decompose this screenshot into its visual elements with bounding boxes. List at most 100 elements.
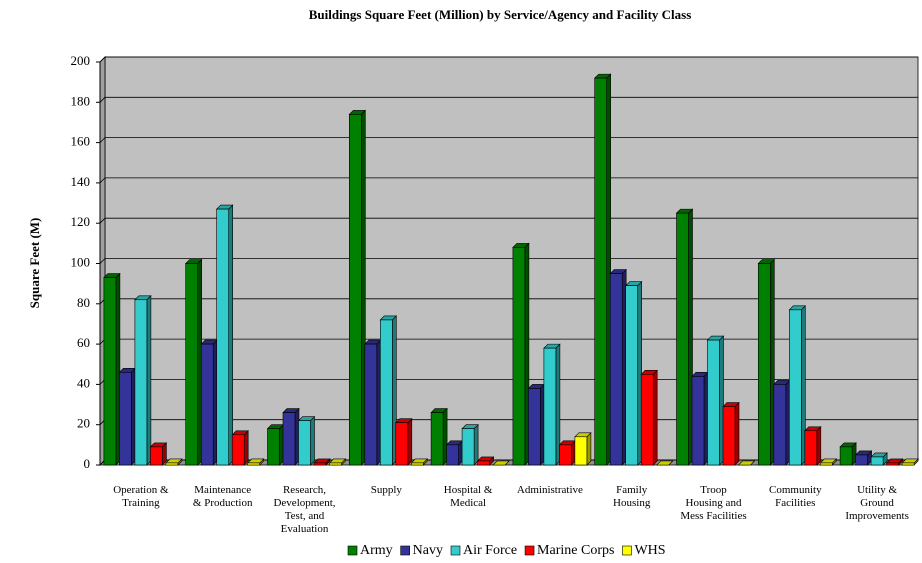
x-tick-label: Troop Housing and Mess Facilities — [680, 484, 747, 522]
bar-side — [228, 204, 233, 466]
chart-title: Buildings Square Feet (Million) by Servi… — [309, 7, 692, 22]
bar — [461, 428, 475, 466]
bar — [609, 273, 623, 466]
bar-top — [655, 460, 674, 466]
x-tick-label: Community Facilities — [769, 484, 822, 509]
bar-side — [473, 424, 479, 466]
grid-line — [99, 177, 918, 184]
bar — [200, 343, 214, 466]
bar-side — [652, 369, 658, 466]
legend-swatch — [622, 545, 632, 556]
legend-label: WHS — [634, 543, 665, 558]
bar — [855, 454, 868, 466]
bar — [231, 434, 245, 466]
grid-line — [99, 258, 918, 264]
bar — [559, 444, 572, 466]
y-axis-label: Square Feet (M) — [27, 218, 42, 309]
x-tick-label: Maintenance & Production — [192, 484, 253, 509]
y-tick-label: 60 — [77, 335, 90, 350]
bar — [788, 309, 802, 466]
legend-swatch — [347, 545, 358, 556]
bar — [119, 372, 132, 466]
bar-side — [407, 417, 413, 466]
bar-top — [737, 460, 756, 466]
y-tick-label: 40 — [77, 375, 90, 390]
bar-side — [243, 430, 249, 466]
bar — [839, 446, 853, 466]
bar — [134, 299, 148, 466]
bar — [901, 462, 915, 466]
grid-line — [99, 56, 918, 63]
legend-swatch — [400, 545, 410, 556]
bar — [282, 412, 296, 466]
bar — [512, 247, 526, 466]
bar — [625, 285, 639, 466]
x-tick-label: Hospital & Medical — [443, 484, 493, 509]
x-tick-label: Research, Development, Test, and Evaluat… — [273, 484, 336, 535]
y-tick-label: 140 — [71, 174, 91, 189]
y-tick-label: 180 — [71, 93, 91, 108]
legend-label: Army — [360, 543, 393, 558]
y-tick-label: 160 — [71, 134, 91, 149]
bar — [267, 428, 280, 466]
bar — [379, 319, 393, 466]
bar — [773, 384, 787, 466]
grid-line — [99, 96, 918, 103]
bar — [185, 263, 198, 466]
bar-top — [492, 460, 510, 466]
bar — [165, 462, 179, 466]
x-tick-label: Family Housing — [613, 484, 651, 509]
bar — [348, 114, 362, 466]
y-tick-label: 200 — [71, 53, 91, 68]
legend-swatch — [450, 545, 461, 556]
bar — [543, 347, 557, 466]
bar — [329, 462, 342, 466]
bar — [574, 436, 588, 466]
x-tick-label: Utility & Ground Improvements — [845, 484, 909, 522]
bar — [430, 412, 444, 466]
bar — [804, 430, 818, 466]
bar — [819, 462, 833, 466]
bar — [216, 208, 229, 466]
grid-line — [99, 217, 918, 224]
bar — [395, 422, 409, 466]
bar — [364, 343, 378, 466]
y-tick-label: 0 — [84, 456, 91, 471]
grid-line — [99, 137, 918, 143]
x-tick-label: Supply — [370, 484, 402, 496]
bar-side — [146, 295, 152, 466]
legend-swatch — [524, 545, 535, 556]
x-tick-label: Administrative — [516, 484, 583, 496]
bar — [528, 388, 541, 466]
bar — [757, 263, 771, 466]
legend-label: Marine Corps — [537, 543, 614, 558]
bar — [150, 446, 163, 466]
bar-side — [310, 415, 315, 466]
bar — [313, 462, 327, 466]
y-tick-label: 80 — [77, 295, 90, 310]
bar-side — [816, 426, 822, 466]
bar-side — [734, 401, 740, 466]
bar — [247, 462, 260, 466]
bar — [477, 460, 490, 466]
bar — [103, 277, 117, 466]
bar — [707, 339, 720, 466]
bar — [870, 456, 884, 466]
bar-side — [586, 432, 592, 466]
y-tick-label: 100 — [71, 254, 91, 269]
bar — [594, 77, 608, 466]
bar — [410, 462, 424, 466]
bar — [446, 444, 459, 466]
legend-label: Air Force — [463, 543, 517, 558]
bar — [886, 462, 899, 466]
y-tick-label: 20 — [77, 416, 90, 431]
bar — [691, 376, 705, 466]
bar — [298, 420, 311, 466]
bar — [640, 374, 654, 466]
y-tick-label: 120 — [71, 214, 91, 229]
bar — [722, 406, 736, 466]
legend-label: Navy — [413, 543, 443, 558]
bar — [676, 212, 689, 466]
